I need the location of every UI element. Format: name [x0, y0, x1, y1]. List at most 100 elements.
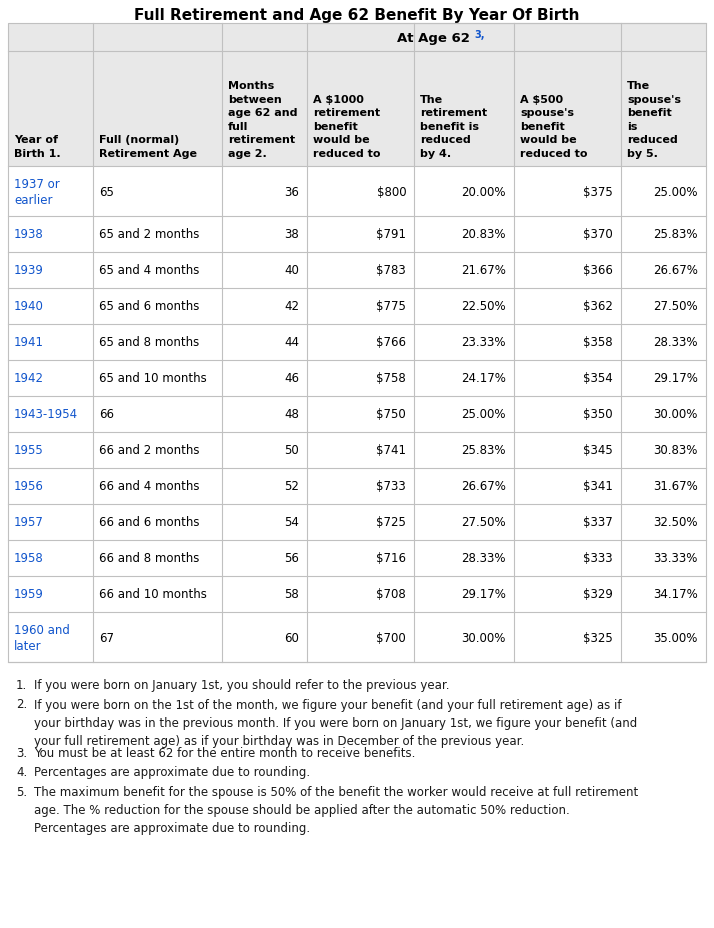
Text: $741: $741 [376, 444, 406, 457]
Text: $783: $783 [376, 264, 406, 277]
Text: 66 and 6 months: 66 and 6 months [99, 516, 199, 529]
Bar [8, 505, 706, 540]
Bar [8, 289, 706, 325]
Bar [8, 252, 706, 289]
Text: 25.00%: 25.00% [461, 408, 506, 421]
Text: 29.17%: 29.17% [653, 372, 698, 385]
Text: $791: $791 [376, 228, 406, 241]
Text: 28.33%: 28.33% [653, 336, 698, 349]
Text: $750: $750 [376, 408, 406, 421]
Text: If you were born on January 1st, you should refer to the previous year.: If you were born on January 1st, you sho… [34, 678, 450, 691]
Text: $700: $700 [376, 631, 406, 644]
Text: 27.50%: 27.50% [461, 516, 506, 529]
Text: 40: 40 [284, 264, 299, 277]
Text: 25.00%: 25.00% [653, 186, 698, 199]
Bar [8, 217, 706, 252]
Text: 34.17%: 34.17% [653, 587, 698, 600]
Bar [8, 576, 706, 612]
Text: 46: 46 [284, 372, 299, 385]
Text: 1943-1954: 1943-1954 [14, 408, 78, 421]
Text: 24.17%: 24.17% [461, 372, 506, 385]
Text: $325: $325 [583, 631, 613, 644]
Text: 1940: 1940 [14, 300, 44, 313]
Text: 25.83%: 25.83% [653, 228, 698, 241]
Text: 5.: 5. [16, 785, 27, 798]
Text: 1.: 1. [16, 678, 27, 691]
Text: 4.: 4. [16, 766, 27, 779]
Text: $766: $766 [376, 336, 406, 349]
Text: 2.: 2. [16, 698, 27, 711]
Text: 31.67%: 31.67% [653, 480, 698, 493]
Text: If you were born on the 1st of the month, we figure your benefit (and your full : If you were born on the 1st of the month… [34, 698, 638, 747]
Text: 65 and 4 months: 65 and 4 months [99, 264, 199, 277]
Text: $329: $329 [583, 587, 613, 600]
Text: 65 and 6 months: 65 and 6 months [99, 300, 199, 313]
Text: Months
between
age 62 and
full
retirement
age 2.: Months between age 62 and full retiremen… [228, 81, 298, 159]
Text: 60: 60 [284, 631, 299, 644]
Text: The
retirement
benefit is
reduced
by 4.: The retirement benefit is reduced by 4. [421, 95, 488, 159]
Text: A $500
spouse's
benefit
would be
reduced to: A $500 spouse's benefit would be reduced… [520, 95, 588, 159]
Text: 20.00%: 20.00% [461, 186, 506, 199]
Text: 28.33%: 28.33% [461, 552, 506, 565]
Text: 22.50%: 22.50% [461, 300, 506, 313]
Text: 20.83%: 20.83% [461, 228, 506, 241]
Text: 26.67%: 26.67% [653, 264, 698, 277]
Text: 1939: 1939 [14, 264, 44, 277]
Text: $333: $333 [583, 552, 613, 565]
Text: 54: 54 [284, 516, 299, 529]
Text: 1942: 1942 [14, 372, 44, 385]
Bar [8, 540, 706, 576]
Bar [8, 396, 706, 432]
Text: 66 and 2 months: 66 and 2 months [99, 444, 199, 457]
Text: 52: 52 [284, 480, 299, 493]
Text: 36: 36 [284, 186, 299, 199]
Text: Year of
Birth 1.: Year of Birth 1. [14, 135, 61, 159]
Text: $708: $708 [376, 587, 406, 600]
Text: At Age 62: At Age 62 [397, 32, 475, 45]
Bar [8, 24, 706, 167]
Text: 1957: 1957 [14, 516, 44, 529]
Text: Full Retirement and Age 62 Benefit By Year Of Birth: Full Retirement and Age 62 Benefit By Ye… [134, 8, 580, 23]
Text: 48: 48 [284, 408, 299, 421]
Text: 1959: 1959 [14, 587, 44, 600]
Text: $758: $758 [376, 372, 406, 385]
Text: $725: $725 [376, 516, 406, 529]
Text: 66 and 4 months: 66 and 4 months [99, 480, 199, 493]
Text: $375: $375 [583, 186, 613, 199]
Text: $800: $800 [376, 186, 406, 199]
Text: 65: 65 [99, 186, 114, 199]
Bar [8, 361, 706, 396]
Text: $350: $350 [583, 408, 613, 421]
Text: 32.50%: 32.50% [653, 516, 698, 529]
Text: 29.17%: 29.17% [461, 587, 506, 600]
Text: 1937 or
earlier: 1937 or earlier [14, 177, 60, 206]
Text: 65 and 8 months: 65 and 8 months [99, 336, 199, 349]
Text: $341: $341 [583, 480, 613, 493]
Text: $337: $337 [583, 516, 613, 529]
Text: Full (normal)
Retirement Age: Full (normal) Retirement Age [99, 135, 197, 159]
Text: 58: 58 [284, 587, 299, 600]
Text: 26.67%: 26.67% [461, 480, 506, 493]
Text: 30.00%: 30.00% [461, 631, 506, 644]
Text: 1938: 1938 [14, 228, 44, 241]
Bar [8, 432, 706, 469]
Text: 33.33%: 33.33% [653, 552, 698, 565]
Text: 25.83%: 25.83% [461, 444, 506, 457]
Text: 35.00%: 35.00% [653, 631, 698, 644]
Text: 1941: 1941 [14, 336, 44, 349]
Text: $358: $358 [583, 336, 613, 349]
Text: $733: $733 [376, 480, 406, 493]
Text: 1956: 1956 [14, 480, 44, 493]
Text: The maximum benefit for the spouse is 50% of the benefit the worker would receiv: The maximum benefit for the spouse is 50… [34, 785, 638, 834]
Text: 30.83%: 30.83% [653, 444, 698, 457]
Text: 30.00%: 30.00% [653, 408, 698, 421]
Text: A $1000
retirement
benefit
would be
reduced to: A $1000 retirement benefit would be redu… [313, 95, 381, 159]
Text: 27.50%: 27.50% [653, 300, 698, 313]
Text: 66 and 8 months: 66 and 8 months [99, 552, 199, 565]
Text: 38: 38 [284, 228, 299, 241]
Text: You must be at least 62 for the entire month to receive benefits.: You must be at least 62 for the entire m… [34, 746, 416, 759]
Bar [8, 325, 706, 361]
Text: 44: 44 [284, 336, 299, 349]
Text: $354: $354 [583, 372, 613, 385]
Text: 23.33%: 23.33% [461, 336, 506, 349]
